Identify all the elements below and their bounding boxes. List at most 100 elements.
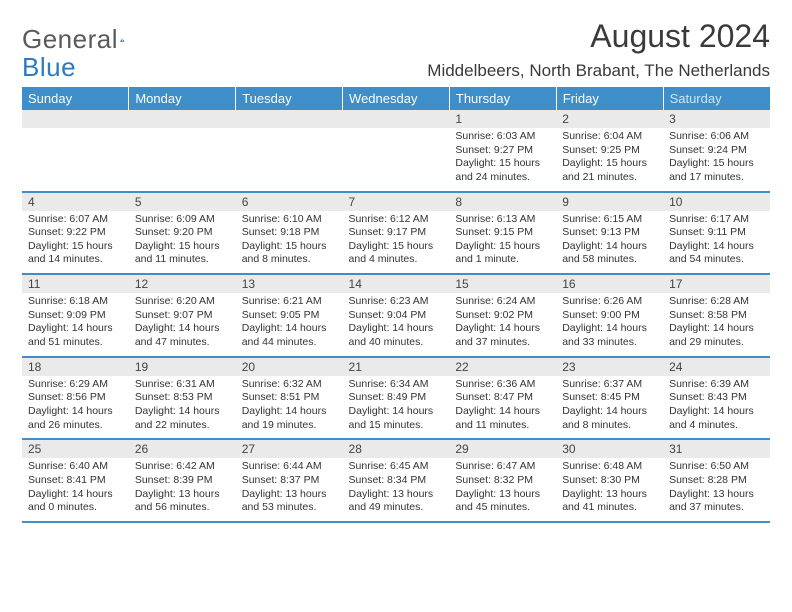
day-cell: 26Sunrise: 6:42 AMSunset: 8:39 PMDayligh… [129, 439, 236, 522]
sunrise-text: Sunrise: 6:31 AM [135, 378, 230, 392]
sunset-text: Sunset: 9:07 PM [135, 309, 230, 323]
day-details: Sunrise: 6:36 AMSunset: 8:47 PMDaylight:… [449, 376, 556, 439]
sunrise-text: Sunrise: 6:45 AM [349, 460, 444, 474]
dow-monday: Monday [129, 87, 236, 110]
daylight-text: Daylight: 14 hours and 26 minutes. [28, 405, 123, 432]
day-details: Sunrise: 6:32 AMSunset: 8:51 PMDaylight:… [236, 376, 343, 439]
sunset-text: Sunset: 8:43 PM [669, 391, 764, 405]
week-row: 25Sunrise: 6:40 AMSunset: 8:41 PMDayligh… [22, 439, 770, 522]
day-details [129, 128, 236, 190]
day-number: 6 [236, 193, 343, 211]
day-details: Sunrise: 6:10 AMSunset: 9:18 PMDaylight:… [236, 211, 343, 274]
day-cell: 6Sunrise: 6:10 AMSunset: 9:18 PMDaylight… [236, 192, 343, 275]
day-details: Sunrise: 6:45 AMSunset: 8:34 PMDaylight:… [343, 458, 450, 521]
day-details: Sunrise: 6:24 AMSunset: 9:02 PMDaylight:… [449, 293, 556, 356]
sunset-text: Sunset: 8:58 PM [669, 309, 764, 323]
daylight-text: Daylight: 15 hours and 1 minute. [455, 240, 550, 267]
day-details: Sunrise: 6:06 AMSunset: 9:24 PMDaylight:… [663, 128, 770, 191]
sunrise-text: Sunrise: 6:15 AM [562, 213, 657, 227]
day-number [343, 110, 450, 128]
daylight-text: Daylight: 14 hours and 15 minutes. [349, 405, 444, 432]
sunset-text: Sunset: 8:45 PM [562, 391, 657, 405]
daylight-text: Daylight: 14 hours and 22 minutes. [135, 405, 230, 432]
header: General August 2024 Middelbeers, North B… [22, 18, 770, 81]
sunset-text: Sunset: 9:18 PM [242, 226, 337, 240]
sunrise-text: Sunrise: 6:48 AM [562, 460, 657, 474]
daylight-text: Daylight: 15 hours and 8 minutes. [242, 240, 337, 267]
week-row: 11Sunrise: 6:18 AMSunset: 9:09 PMDayligh… [22, 274, 770, 357]
day-number: 7 [343, 193, 450, 211]
sunset-text: Sunset: 8:28 PM [669, 474, 764, 488]
dow-wednesday: Wednesday [343, 87, 450, 110]
sunrise-text: Sunrise: 6:07 AM [28, 213, 123, 227]
day-cell: 12Sunrise: 6:20 AMSunset: 9:07 PMDayligh… [129, 274, 236, 357]
day-number: 12 [129, 275, 236, 293]
sunset-text: Sunset: 9:27 PM [455, 144, 550, 158]
day-number: 27 [236, 440, 343, 458]
sunset-text: Sunset: 8:56 PM [28, 391, 123, 405]
sunset-text: Sunset: 8:34 PM [349, 474, 444, 488]
week-row: 18Sunrise: 6:29 AMSunset: 8:56 PMDayligh… [22, 357, 770, 440]
day-number: 14 [343, 275, 450, 293]
day-number: 4 [22, 193, 129, 211]
sunrise-text: Sunrise: 6:29 AM [28, 378, 123, 392]
sunrise-text: Sunrise: 6:23 AM [349, 295, 444, 309]
day-details: Sunrise: 6:04 AMSunset: 9:25 PMDaylight:… [556, 128, 663, 191]
day-cell: 4Sunrise: 6:07 AMSunset: 9:22 PMDaylight… [22, 192, 129, 275]
daylight-text: Daylight: 14 hours and 8 minutes. [562, 405, 657, 432]
daylight-text: Daylight: 13 hours and 49 minutes. [349, 488, 444, 515]
day-number: 28 [343, 440, 450, 458]
day-details: Sunrise: 6:37 AMSunset: 8:45 PMDaylight:… [556, 376, 663, 439]
day-cell: 10Sunrise: 6:17 AMSunset: 9:11 PMDayligh… [663, 192, 770, 275]
day-number [129, 110, 236, 128]
sunrise-text: Sunrise: 6:24 AM [455, 295, 550, 309]
daylight-text: Daylight: 14 hours and 4 minutes. [669, 405, 764, 432]
sunset-text: Sunset: 9:04 PM [349, 309, 444, 323]
sunrise-text: Sunrise: 6:40 AM [28, 460, 123, 474]
daylight-text: Daylight: 15 hours and 24 minutes. [455, 157, 550, 184]
day-details: Sunrise: 6:44 AMSunset: 8:37 PMDaylight:… [236, 458, 343, 521]
day-cell: 17Sunrise: 6:28 AMSunset: 8:58 PMDayligh… [663, 274, 770, 357]
day-number: 20 [236, 358, 343, 376]
day-cell [129, 110, 236, 192]
daylight-text: Daylight: 14 hours and 29 minutes. [669, 322, 764, 349]
sunrise-text: Sunrise: 6:09 AM [135, 213, 230, 227]
title-block: August 2024 Middelbeers, North Brabant, … [427, 18, 770, 81]
sunrise-text: Sunrise: 6:47 AM [455, 460, 550, 474]
daylight-text: Daylight: 14 hours and 0 minutes. [28, 488, 123, 515]
daylight-text: Daylight: 14 hours and 58 minutes. [562, 240, 657, 267]
day-cell: 27Sunrise: 6:44 AMSunset: 8:37 PMDayligh… [236, 439, 343, 522]
day-number: 13 [236, 275, 343, 293]
dow-saturday: Saturday [663, 87, 770, 110]
day-number [22, 110, 129, 128]
sunrise-text: Sunrise: 6:42 AM [135, 460, 230, 474]
day-details [236, 128, 343, 190]
day-cell [22, 110, 129, 192]
sunrise-text: Sunrise: 6:17 AM [669, 213, 764, 227]
sunset-text: Sunset: 8:47 PM [455, 391, 550, 405]
sunrise-text: Sunrise: 6:13 AM [455, 213, 550, 227]
daylight-text: Daylight: 13 hours and 53 minutes. [242, 488, 337, 515]
day-cell: 1Sunrise: 6:03 AMSunset: 9:27 PMDaylight… [449, 110, 556, 192]
sunset-text: Sunset: 9:22 PM [28, 226, 123, 240]
day-cell: 2Sunrise: 6:04 AMSunset: 9:25 PMDaylight… [556, 110, 663, 192]
day-details: Sunrise: 6:29 AMSunset: 8:56 PMDaylight:… [22, 376, 129, 439]
week-row: 1Sunrise: 6:03 AMSunset: 9:27 PMDaylight… [22, 110, 770, 192]
day-details: Sunrise: 6:13 AMSunset: 9:15 PMDaylight:… [449, 211, 556, 274]
day-number: 22 [449, 358, 556, 376]
day-cell: 16Sunrise: 6:26 AMSunset: 9:00 PMDayligh… [556, 274, 663, 357]
day-number: 17 [663, 275, 770, 293]
sunset-text: Sunset: 8:49 PM [349, 391, 444, 405]
day-number: 15 [449, 275, 556, 293]
sunrise-text: Sunrise: 6:26 AM [562, 295, 657, 309]
daylight-text: Daylight: 15 hours and 4 minutes. [349, 240, 444, 267]
day-number: 29 [449, 440, 556, 458]
day-details: Sunrise: 6:20 AMSunset: 9:07 PMDaylight:… [129, 293, 236, 356]
calendar-page: General August 2024 Middelbeers, North B… [0, 0, 792, 612]
day-cell [236, 110, 343, 192]
day-cell: 8Sunrise: 6:13 AMSunset: 9:15 PMDaylight… [449, 192, 556, 275]
day-details: Sunrise: 6:28 AMSunset: 8:58 PMDaylight:… [663, 293, 770, 356]
sunset-text: Sunset: 9:11 PM [669, 226, 764, 240]
sunset-text: Sunset: 9:05 PM [242, 309, 337, 323]
day-number [236, 110, 343, 128]
